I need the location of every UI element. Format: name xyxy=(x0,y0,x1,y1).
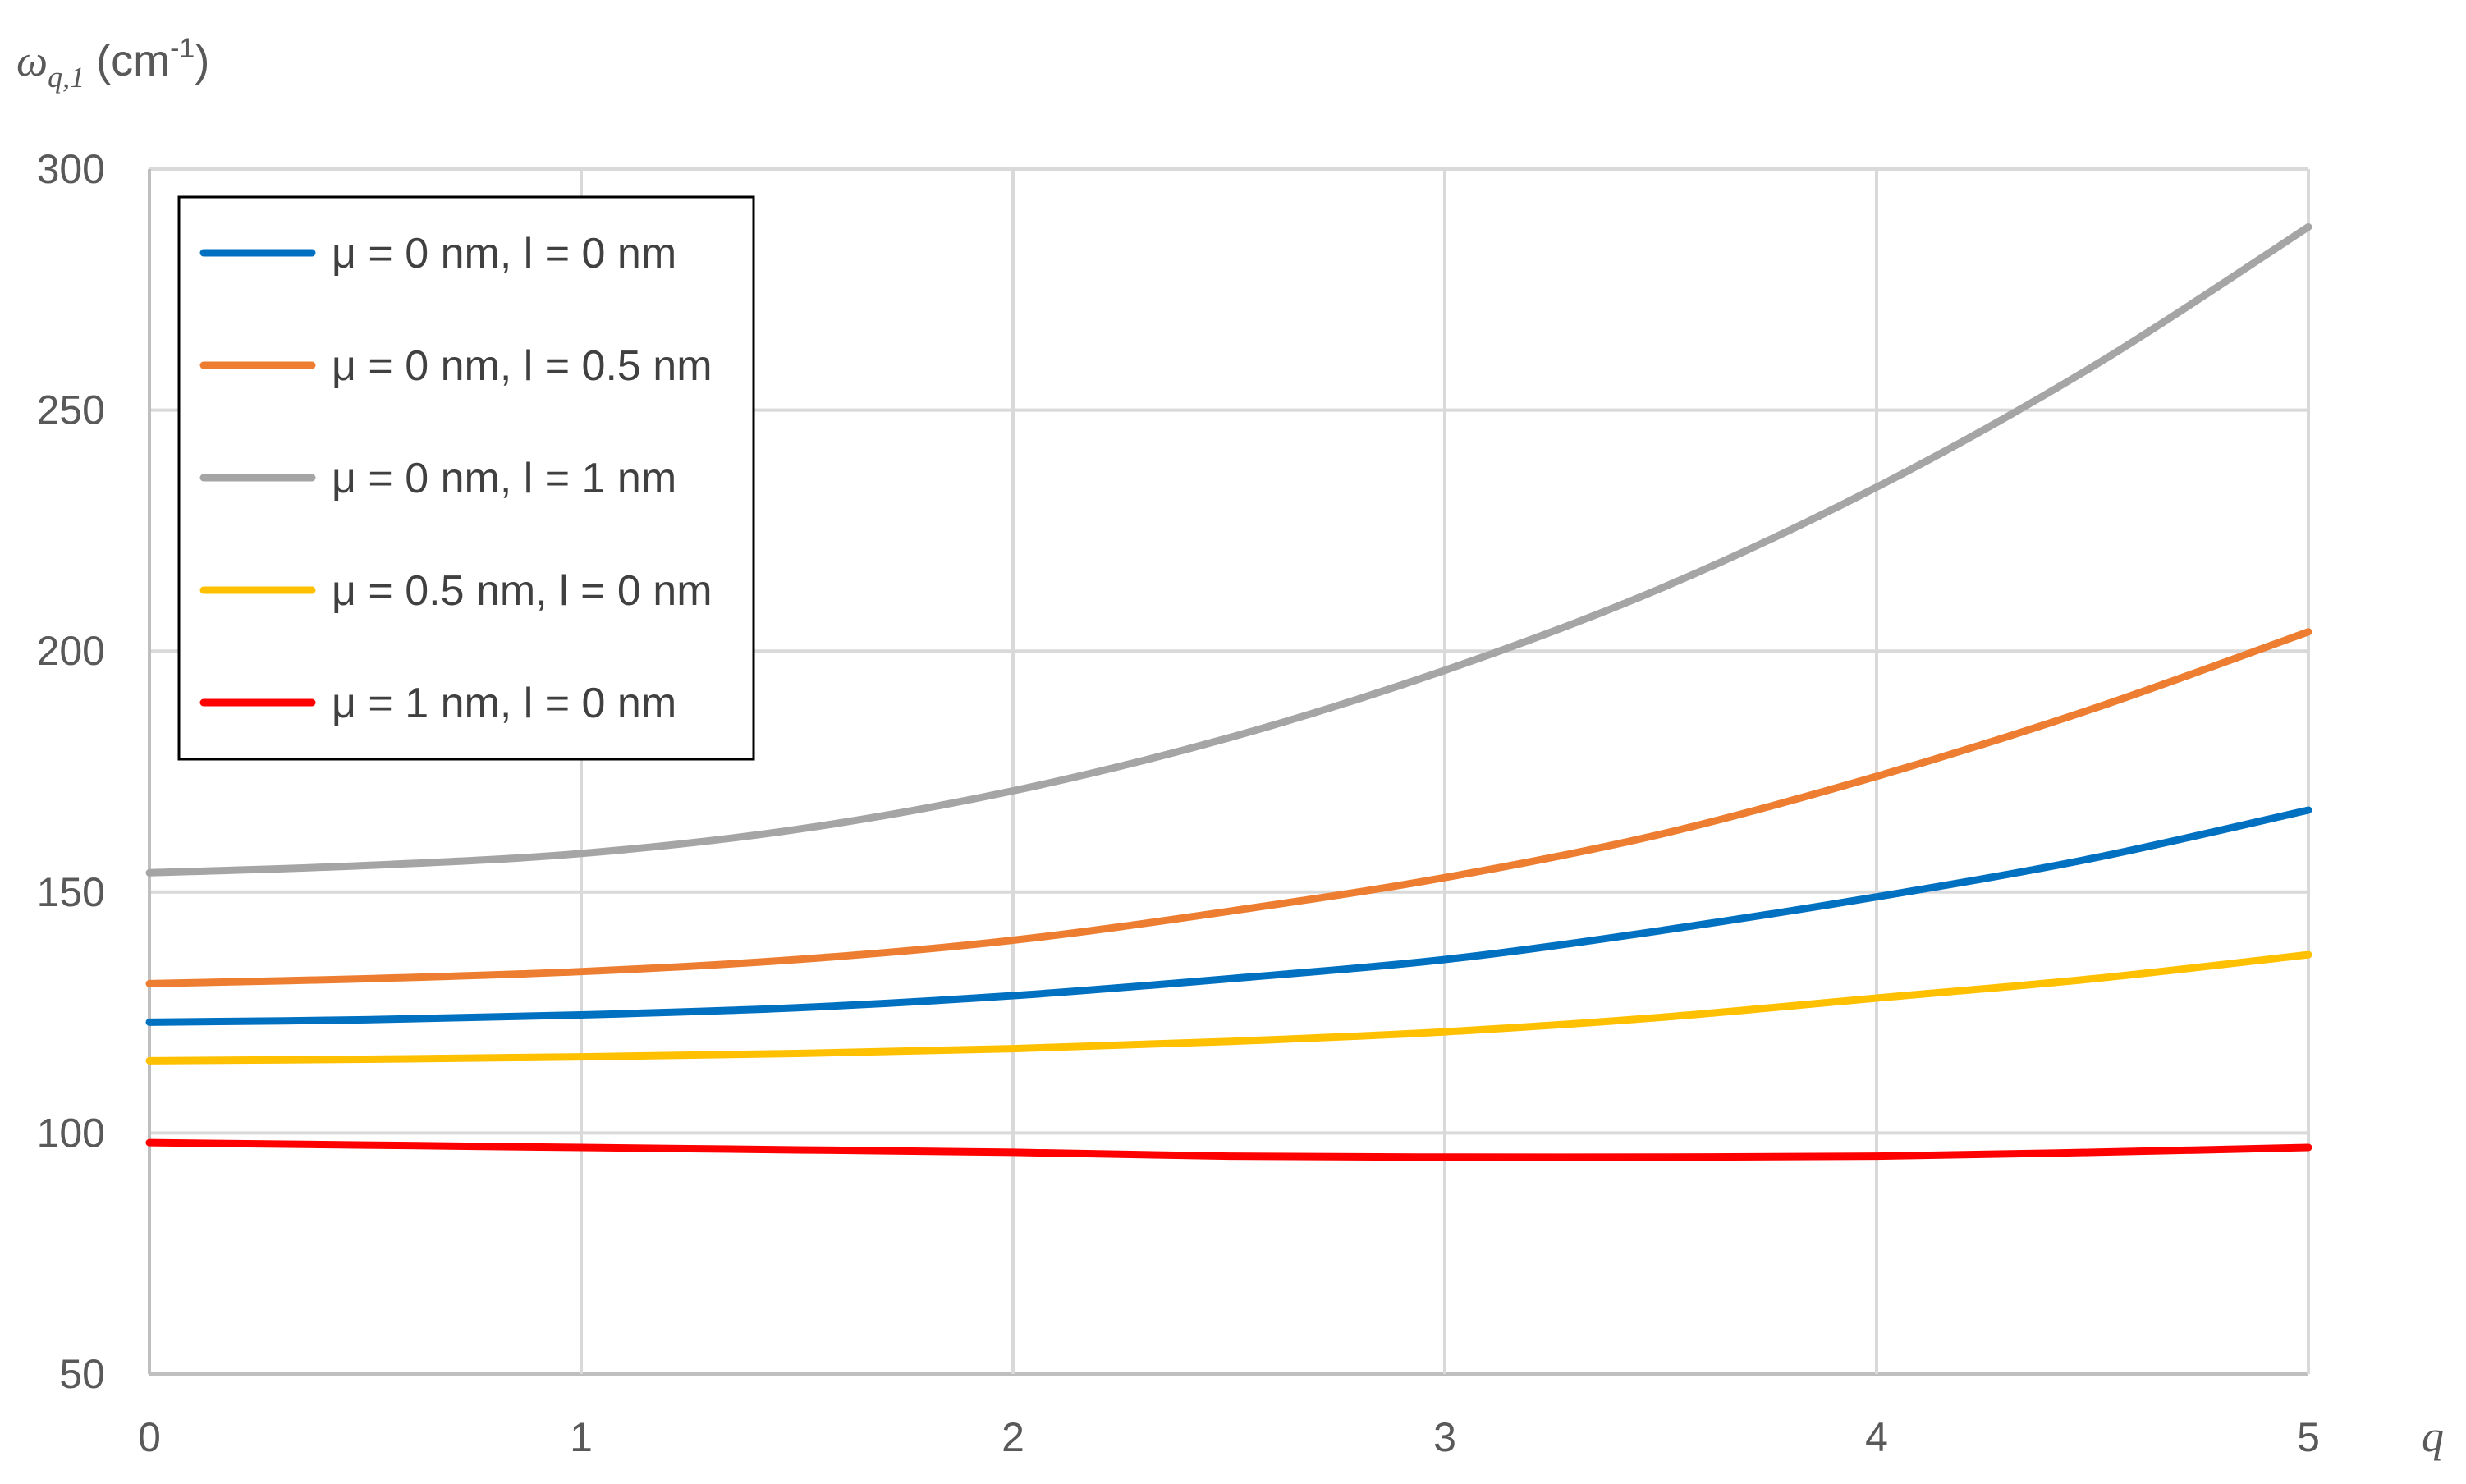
series-line-5 xyxy=(145,1138,2312,1161)
series-line-3 xyxy=(145,222,2312,877)
legend-label-4: μ = 0.5 nm, l = 0 nm xyxy=(332,567,713,615)
y-axis-unit: (cm xyxy=(96,36,170,85)
y-tick-label: 200 xyxy=(37,628,105,674)
x-tick-label: 5 xyxy=(2297,1414,2320,1460)
y-tick-label: 150 xyxy=(37,869,105,915)
x-tick-label: 1 xyxy=(570,1414,593,1460)
series-line-2 xyxy=(145,628,2312,987)
legend-label-1: μ = 0 nm, l = 0 nm xyxy=(332,230,676,277)
y-axis-title: ωq,1 (cm-1) xyxy=(16,33,209,94)
y-axis-subscript: q,1 xyxy=(48,61,85,94)
x-axis-title: q xyxy=(2422,1412,2444,1461)
y-tick-label: 100 xyxy=(37,1110,105,1156)
tick-labels: 50 100 150 200 250 300 0 1 2 3 4 5 xyxy=(37,146,2320,1460)
y-tick-label: 300 xyxy=(37,146,105,192)
legend-label-5: μ = 1 nm, l = 0 nm xyxy=(332,680,676,727)
series-line-1 xyxy=(145,806,2312,1026)
x-tick-label: 0 xyxy=(138,1414,161,1460)
y-axis-unit-exponent: -1 xyxy=(170,33,195,64)
legend-label-3: μ = 0 nm, l = 1 nm xyxy=(332,455,676,502)
y-axis-unit-close: ) xyxy=(195,36,209,85)
series-line-4 xyxy=(145,950,2312,1065)
y-axis-symbol: ω xyxy=(16,36,48,85)
x-tick-label: 2 xyxy=(1002,1414,1024,1460)
x-tick-label: 4 xyxy=(1865,1414,1888,1460)
x-tick-label: 3 xyxy=(1433,1414,1456,1460)
legend-label-2: μ = 0 nm, l = 0.5 nm xyxy=(332,342,713,390)
y-tick-label: 50 xyxy=(59,1351,105,1397)
y-tick-label: 250 xyxy=(37,387,105,433)
legend: μ = 0 nm, l = 0 nm μ = 0 nm, l = 0.5 nm μ … xyxy=(177,195,755,761)
series-lines xyxy=(145,222,2312,1161)
